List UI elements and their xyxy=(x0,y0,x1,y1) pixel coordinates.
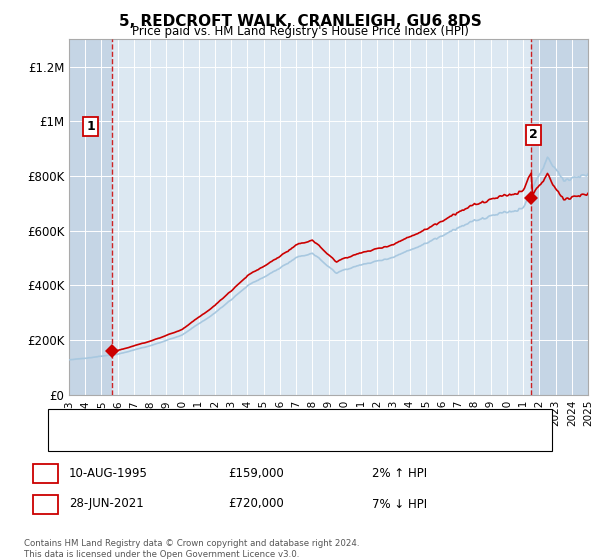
Text: 5, REDCROFT WALK, CRANLEIGH, GU6 8DS: 5, REDCROFT WALK, CRANLEIGH, GU6 8DS xyxy=(119,14,481,29)
Text: £159,000: £159,000 xyxy=(228,466,284,480)
Text: ─────: ───── xyxy=(63,432,101,446)
Text: 2: 2 xyxy=(41,497,50,511)
Text: Contains HM Land Registry data © Crown copyright and database right 2024.
This d: Contains HM Land Registry data © Crown c… xyxy=(24,539,359,559)
Text: Price paid vs. HM Land Registry's House Price Index (HPI): Price paid vs. HM Land Registry's House … xyxy=(131,25,469,38)
Text: 1: 1 xyxy=(86,120,95,133)
Text: 28-JUN-2021: 28-JUN-2021 xyxy=(69,497,144,511)
Bar xyxy=(531,39,588,395)
Text: 1: 1 xyxy=(41,466,50,480)
Bar xyxy=(69,39,112,395)
Text: HPI: Average price, detached house, Waverley: HPI: Average price, detached house, Wave… xyxy=(105,434,346,444)
Text: ─────: ───── xyxy=(63,414,101,427)
Text: 2: 2 xyxy=(529,128,538,142)
Text: 10-AUG-1995: 10-AUG-1995 xyxy=(69,466,148,480)
Text: 2% ↑ HPI: 2% ↑ HPI xyxy=(372,466,427,480)
Text: £720,000: £720,000 xyxy=(228,497,284,511)
Text: 7% ↓ HPI: 7% ↓ HPI xyxy=(372,497,427,511)
Text: 5, REDCROFT WALK, CRANLEIGH, GU6 8DS (detached house): 5, REDCROFT WALK, CRANLEIGH, GU6 8DS (de… xyxy=(105,416,422,426)
